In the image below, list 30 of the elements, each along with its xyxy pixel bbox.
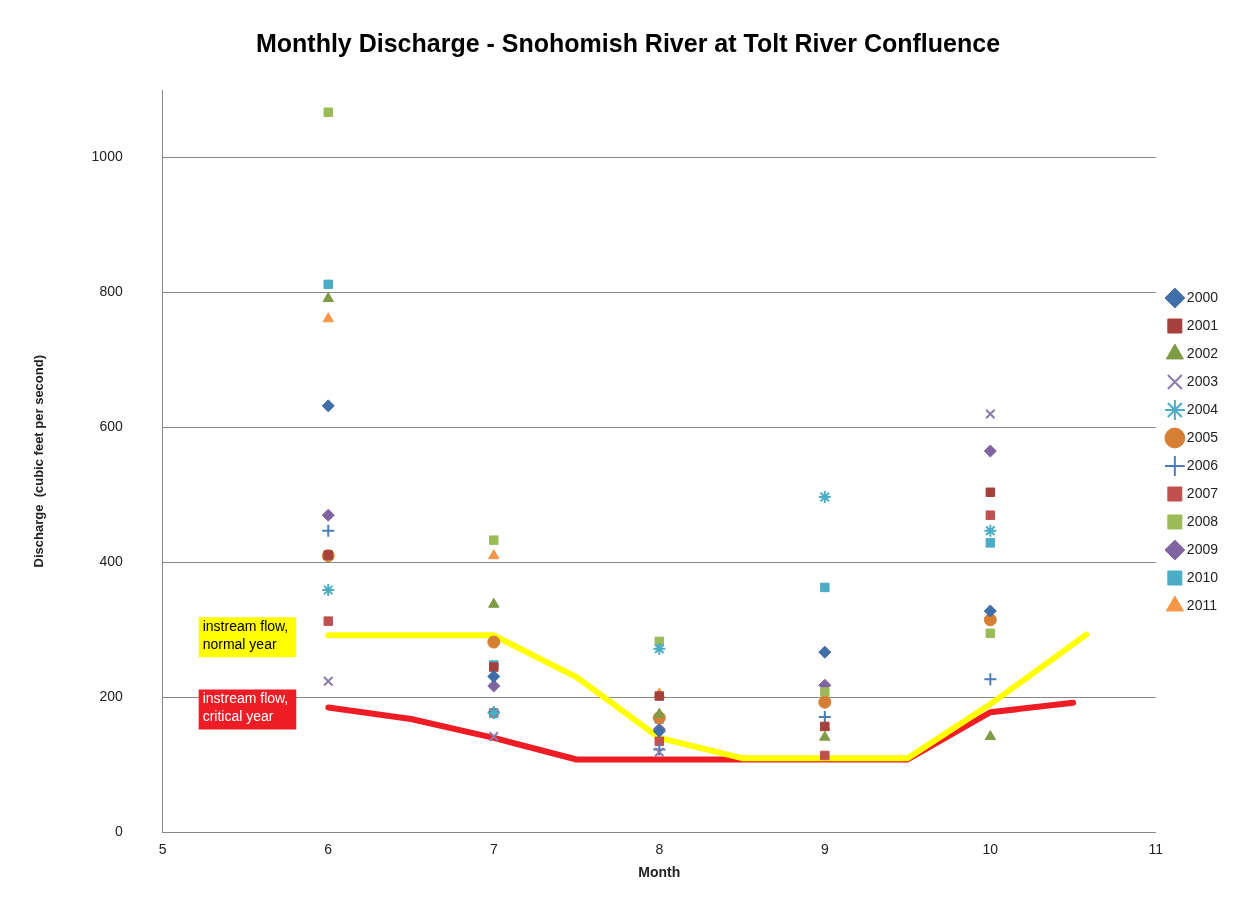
y-tick-label: 800 [99, 283, 123, 300]
y-axis-title: Discharge (cubic feet per second) [31, 355, 47, 568]
y-tick-label: 400 [99, 553, 123, 570]
y-tick-label: 200 [99, 688, 123, 705]
legend-label: 2000 [1186, 288, 1219, 305]
y-tick-label: 1000 [91, 148, 123, 165]
legend-label: 2009 [1186, 540, 1219, 557]
y-tick-label: 600 [99, 418, 123, 435]
chart-title: Monthly Discharge - Snohomish River at Tolt River Confluence [255, 28, 1001, 57]
legend-label: 2005 [1186, 428, 1219, 445]
x-tick-label: 8 [655, 840, 664, 857]
legend-label: 2011 [1186, 596, 1218, 613]
legend-label: 2006 [1186, 456, 1219, 473]
text: instream flow, normal year [202, 618, 289, 653]
legend-label: 2007 [1186, 484, 1219, 501]
legend-label: 2004 [1186, 400, 1219, 417]
legend-label: 2010 [1186, 568, 1219, 585]
legend-label: 2001 [1186, 316, 1219, 333]
x-tick-label: 6 [324, 840, 333, 857]
text: instream flow, critical year [202, 690, 289, 725]
x-tick-label: 10 [982, 840, 999, 857]
legend-label: 2003 [1186, 372, 1219, 389]
x-tick-label: 7 [489, 840, 498, 857]
x-tick-label: 5 [158, 840, 167, 857]
x-axis-title: Month [638, 864, 681, 881]
legend-label: 2008 [1186, 512, 1219, 529]
x-tick-label: 9 [820, 840, 829, 857]
legend-label: 2002 [1186, 344, 1219, 361]
x-tick-label: 11 [1148, 840, 1164, 857]
y-tick-label: 0 [114, 823, 123, 840]
